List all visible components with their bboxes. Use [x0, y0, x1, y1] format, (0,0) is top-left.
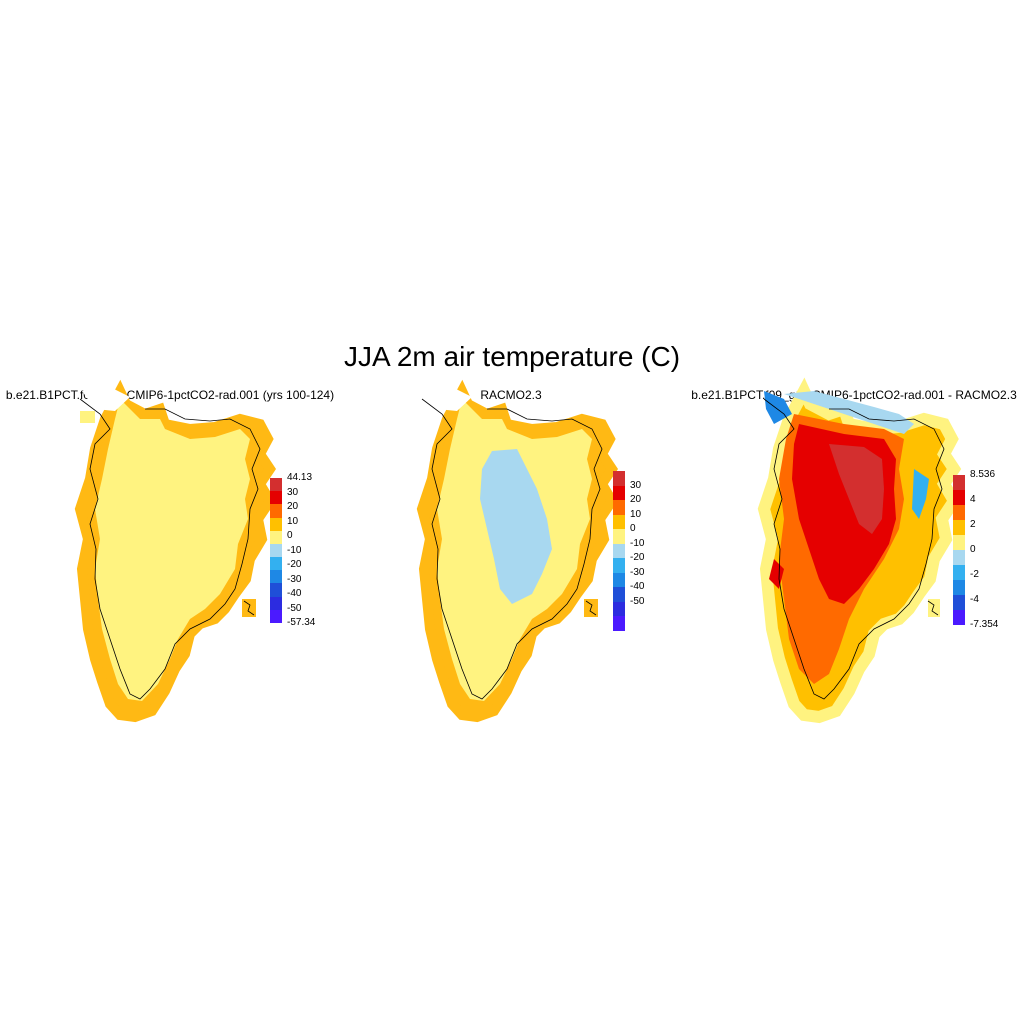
colorbar-box [613, 572, 625, 588]
colorbar-label: 4 [970, 494, 976, 505]
colorbar-box [270, 570, 282, 584]
colorbar-label: 0 [630, 523, 636, 535]
colorbar-box [270, 517, 282, 531]
map-model [80, 387, 270, 717]
colorbar-label: -20 [630, 552, 645, 564]
colorbar-box [270, 596, 282, 610]
colorbar-box [270, 504, 282, 518]
figure-title: JJA 2m air temperature (C) [343, 341, 681, 372]
colorbar-box [270, 557, 282, 571]
colorbar-box [953, 475, 965, 490]
colorbar-label: -57.34 [287, 617, 316, 628]
colorbar-box [270, 543, 282, 558]
colorbar-box [613, 543, 625, 559]
map-racmo [422, 387, 612, 717]
colorbar-box [613, 485, 625, 501]
colorbar-label: 20 [630, 494, 642, 506]
colorbar-label: -2 [970, 569, 979, 580]
colorbar-box [953, 505, 965, 520]
colorbar-label: 30 [630, 479, 642, 491]
colorbar-box [613, 558, 625, 573]
colorbar-racmo: 30 20 10 0 -10 -20 -30 -40 -50 [613, 471, 673, 631]
colorbar-label: 10 [287, 515, 299, 527]
colorbar-box [613, 587, 625, 602]
panel-title-racmo: RACMO2.3 [480, 388, 542, 402]
colorbar-box [953, 595, 965, 610]
colorbar-diff: 8.536 4 2 0 -2 -4 -7.354 [953, 469, 1013, 630]
colorbar-label: -50 [630, 595, 645, 607]
colorbar-label: 44.13 [287, 472, 313, 483]
colorbar-label: 0 [287, 530, 293, 541]
colorbar-box [613, 500, 625, 515]
colorbar-box [953, 580, 965, 595]
colorbar-label: -50 [287, 602, 302, 614]
colorbar-box [953, 565, 965, 580]
colorbar-box [270, 609, 282, 623]
colorbar-label: -7.354 [970, 619, 999, 630]
colorbar-box [953, 610, 965, 625]
colorbar-box [953, 550, 965, 565]
colorbar-label: 8.536 [970, 469, 996, 480]
colorbar-label: -20 [287, 559, 302, 570]
colorbar-label: 20 [287, 501, 299, 512]
colorbar-box [613, 616, 625, 631]
colorbar-box [613, 514, 625, 530]
colorbar-box [613, 471, 625, 486]
colorbar-label: 30 [287, 486, 299, 498]
colorbar-box [953, 490, 965, 505]
colorbar-box [613, 601, 625, 617]
colorbar-box [613, 529, 625, 544]
colorbar-model: 44.13 30 20 10 0 -10 -20 -30 -40 -50 -57.34 [270, 472, 330, 628]
colorbar-box [270, 530, 282, 544]
colorbar-label: -30 [630, 566, 645, 578]
colorbar-label: -30 [287, 573, 302, 585]
colorbar-label: 0 [970, 544, 976, 555]
colorbar-label: -10 [287, 544, 302, 556]
colorbar-label: -4 [970, 594, 979, 605]
colorbar-label: -10 [630, 537, 645, 549]
map-diff [764, 391, 954, 717]
colorbar-box [270, 583, 282, 597]
colorbar-label: -40 [287, 588, 302, 599]
colorbar-label: 2 [970, 519, 976, 530]
colorbar-box [953, 520, 965, 535]
colorbar-box [270, 491, 282, 505]
colorbar-label: -40 [630, 581, 645, 593]
colorbar-box [953, 535, 965, 550]
colorbar-label: 10 [630, 508, 642, 520]
colorbar-box [270, 478, 282, 492]
